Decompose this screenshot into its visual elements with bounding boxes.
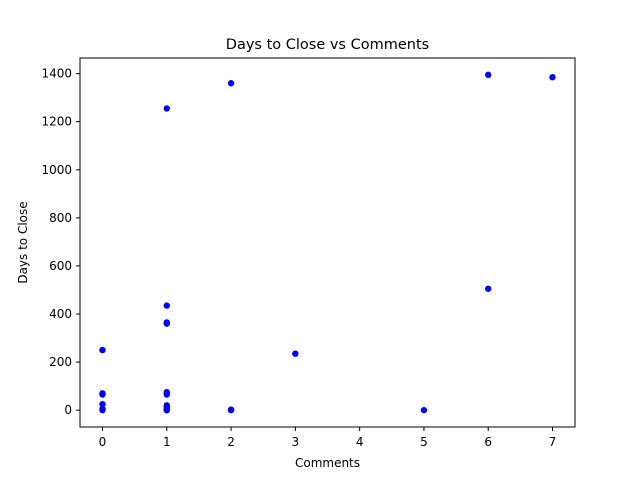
scatter-point xyxy=(99,346,106,354)
plot-frame xyxy=(79,57,576,428)
y-tick-label: 1400 xyxy=(41,67,72,81)
chart-title: Days to Close vs Comments xyxy=(226,37,429,53)
y-tick-label: 400 xyxy=(49,307,72,321)
scatter-point xyxy=(485,285,492,292)
scatter-point xyxy=(292,350,299,357)
x-tick-label: 3 xyxy=(292,435,300,449)
x-axis-ticks: 0 1 2 3 4 5 6 7 xyxy=(99,427,557,449)
y-axis-ticks: 0 200 400 600 800 1000 1200 1400 xyxy=(41,67,80,417)
y-tick-label: 800 xyxy=(49,211,72,225)
x-tick-label: 0 xyxy=(99,435,107,449)
scatter-point xyxy=(163,302,170,309)
scatter-point xyxy=(227,80,235,87)
scatter-point xyxy=(99,391,106,398)
x-tick-label: 6 xyxy=(484,435,492,449)
y-tick-label: 0 xyxy=(64,403,72,417)
x-axis-title: Comments xyxy=(295,456,360,470)
scatter-point xyxy=(163,406,170,414)
scatter-point xyxy=(99,406,106,414)
scatter-point xyxy=(485,71,492,79)
y-tick-label: 200 xyxy=(49,355,72,369)
scatter-point xyxy=(549,74,556,81)
x-tick-label: 5 xyxy=(420,435,428,449)
scatter-point xyxy=(163,105,170,112)
x-tick-label: 7 xyxy=(549,435,557,449)
x-tick-label: 2 xyxy=(227,435,235,449)
y-axis-title: Days to Close xyxy=(16,201,30,283)
scatter-point xyxy=(163,391,170,398)
scatter-point xyxy=(163,320,170,327)
scatter-point xyxy=(420,406,428,414)
y-tick-label: 1200 xyxy=(41,115,72,129)
x-tick-label: 1 xyxy=(163,435,171,449)
scatter-point xyxy=(99,400,106,408)
y-tick-label: 1000 xyxy=(41,163,72,177)
scatter-point xyxy=(227,406,235,414)
x-tick-label: 4 xyxy=(356,435,364,449)
y-tick-label: 600 xyxy=(49,259,72,273)
data-points xyxy=(99,71,556,414)
